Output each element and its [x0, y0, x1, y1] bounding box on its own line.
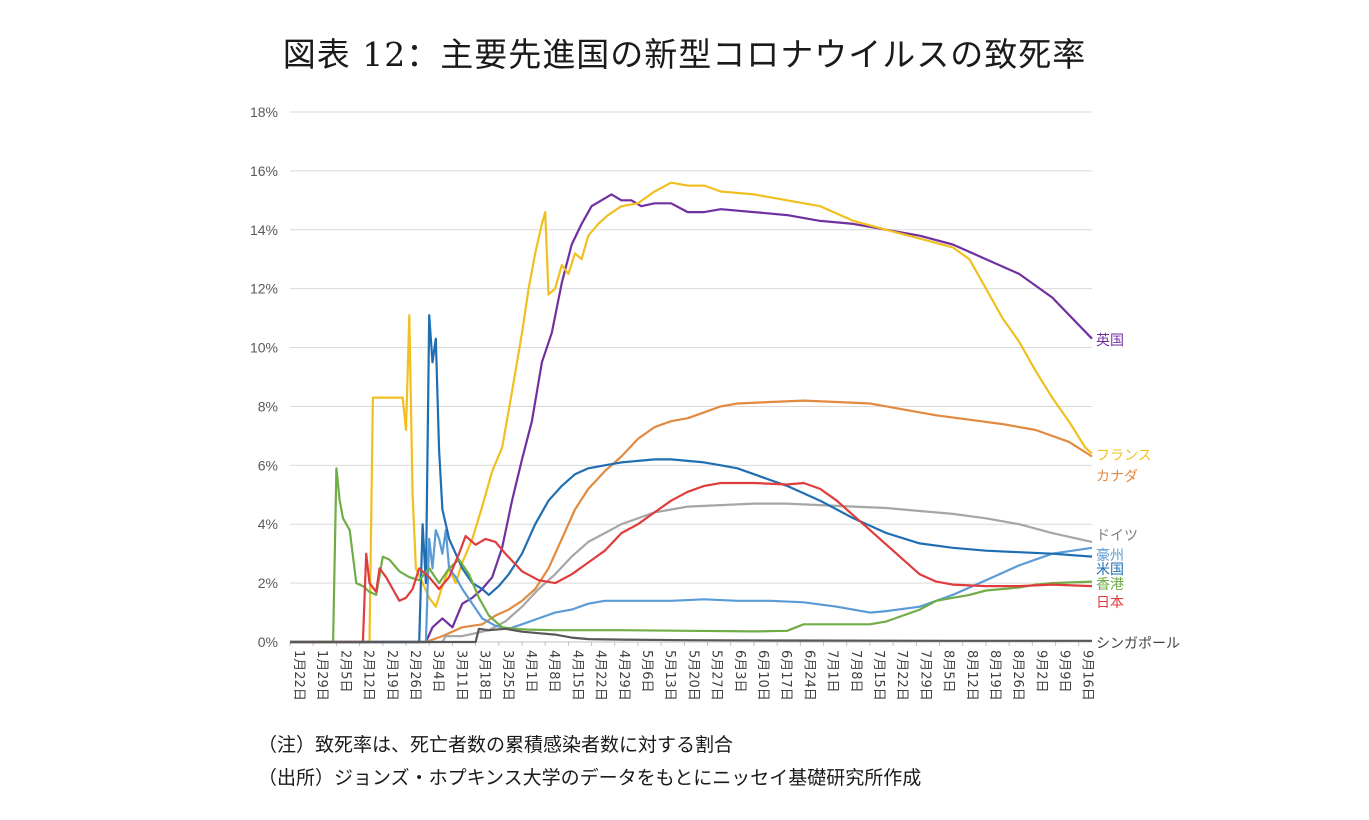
x-tick-label: 3月11日 — [453, 650, 468, 701]
footnote-source: （出所）ジョンズ・ホプキンス大学のデータをもとにニッセイ基礎研究所作成 — [258, 767, 922, 789]
x-tick-label: 8月5日 — [941, 650, 956, 693]
x-tick-label: 6月10日 — [755, 650, 770, 701]
footnote-definition: （注）致死率は、死亡者数の累積感染者数に対する割合 — [258, 734, 734, 756]
series-label: シンガポール — [1096, 636, 1180, 652]
x-tick-label: 2月12日 — [361, 650, 376, 701]
x-tick-label: 3月4日 — [430, 650, 445, 693]
x-tick-label: 2月19日 — [384, 650, 399, 701]
x-tick-label: 8月12日 — [964, 650, 979, 701]
y-tick-label: 14% — [250, 222, 278, 238]
x-tick-label: 5月6日 — [639, 650, 654, 693]
y-tick-label: 10% — [250, 340, 278, 356]
y-tick-label: 2% — [258, 575, 278, 591]
series-label: 日本 — [1096, 595, 1124, 611]
series-line-シンガポール — [290, 627, 1092, 644]
series-label: フランス — [1096, 448, 1152, 464]
series-lines — [290, 181, 1093, 644]
x-tick-label: 7月29日 — [917, 650, 932, 701]
x-tick-label: 6月3日 — [732, 650, 747, 693]
y-tick-label: 6% — [258, 457, 278, 473]
x-tick-label: 5月20日 — [685, 650, 700, 701]
x-tick-label: 9月9日 — [1057, 650, 1072, 693]
y-tick-label: 4% — [258, 516, 278, 532]
x-tick-label: 5月13日 — [662, 650, 677, 701]
x-tick-label: 4月29日 — [616, 650, 631, 701]
x-tick-label: 6月17日 — [778, 650, 793, 701]
x-axis-tick-labels: 1月22日 1月29日 2月5日 2月12日 2月19日 2月26日 3月4日 3月11日 3月… — [289, 642, 1095, 701]
series-label: 米国 — [1096, 562, 1124, 578]
x-tick-label: 4月15日 — [569, 650, 584, 701]
y-tick-label: 16% — [250, 163, 278, 179]
x-tick-label: 4月22日 — [593, 650, 608, 701]
x-tick-label: 1月29日 — [314, 650, 329, 701]
x-tick-label: 7月1日 — [825, 650, 840, 693]
y-tick-label: 8% — [258, 398, 278, 414]
series-line-香港 — [290, 467, 1093, 644]
x-tick-label: 3月18日 — [477, 650, 492, 701]
x-tick-label: 9月16日 — [1080, 650, 1095, 701]
x-tick-label: 3月25日 — [500, 650, 515, 701]
y-axis-tick-labels: 0% 2% 4% 6% 8% 10% 12% 14% 16% 18% — [250, 104, 278, 650]
y-tick-label: 0% — [258, 634, 278, 650]
x-tick-label: 8月19日 — [987, 650, 1002, 701]
chart-title: 図表 12：主要先進国の新型コロナウイルスの致死率 — [282, 35, 1087, 74]
series-label: カナダ — [1096, 469, 1138, 485]
x-tick-label: 7月8日 — [848, 650, 863, 693]
x-tick-label: 1月22日 — [291, 650, 306, 701]
series-line-米国 — [290, 314, 1093, 644]
y-tick-label: 12% — [250, 281, 278, 297]
series-label: 香港 — [1096, 577, 1124, 593]
x-tick-label: 8月26日 — [1010, 650, 1025, 701]
x-tick-label: 6月24日 — [801, 650, 816, 701]
x-tick-label: 4月8日 — [546, 650, 561, 693]
series-label: 豪州 — [1096, 548, 1124, 564]
series-line-フランス — [290, 181, 1093, 644]
series-line-豪州 — [290, 529, 1093, 644]
x-tick-label: 7月22日 — [894, 650, 909, 701]
series-line-日本 — [290, 481, 1093, 644]
y-tick-label: 18% — [250, 104, 278, 120]
x-tick-label: 9月2日 — [1033, 650, 1048, 693]
x-tick-label: 2月5日 — [337, 650, 352, 693]
series-label: 英国 — [1096, 332, 1124, 349]
x-tick-label: 7月15日 — [871, 650, 886, 701]
x-tick-label: 5月27日 — [709, 650, 724, 701]
x-tick-label: 4月1日 — [523, 650, 538, 693]
series-label: ドイツ — [1096, 528, 1138, 544]
x-tick-label: 2月26日 — [407, 650, 422, 701]
series-line-カナダ — [290, 399, 1093, 644]
